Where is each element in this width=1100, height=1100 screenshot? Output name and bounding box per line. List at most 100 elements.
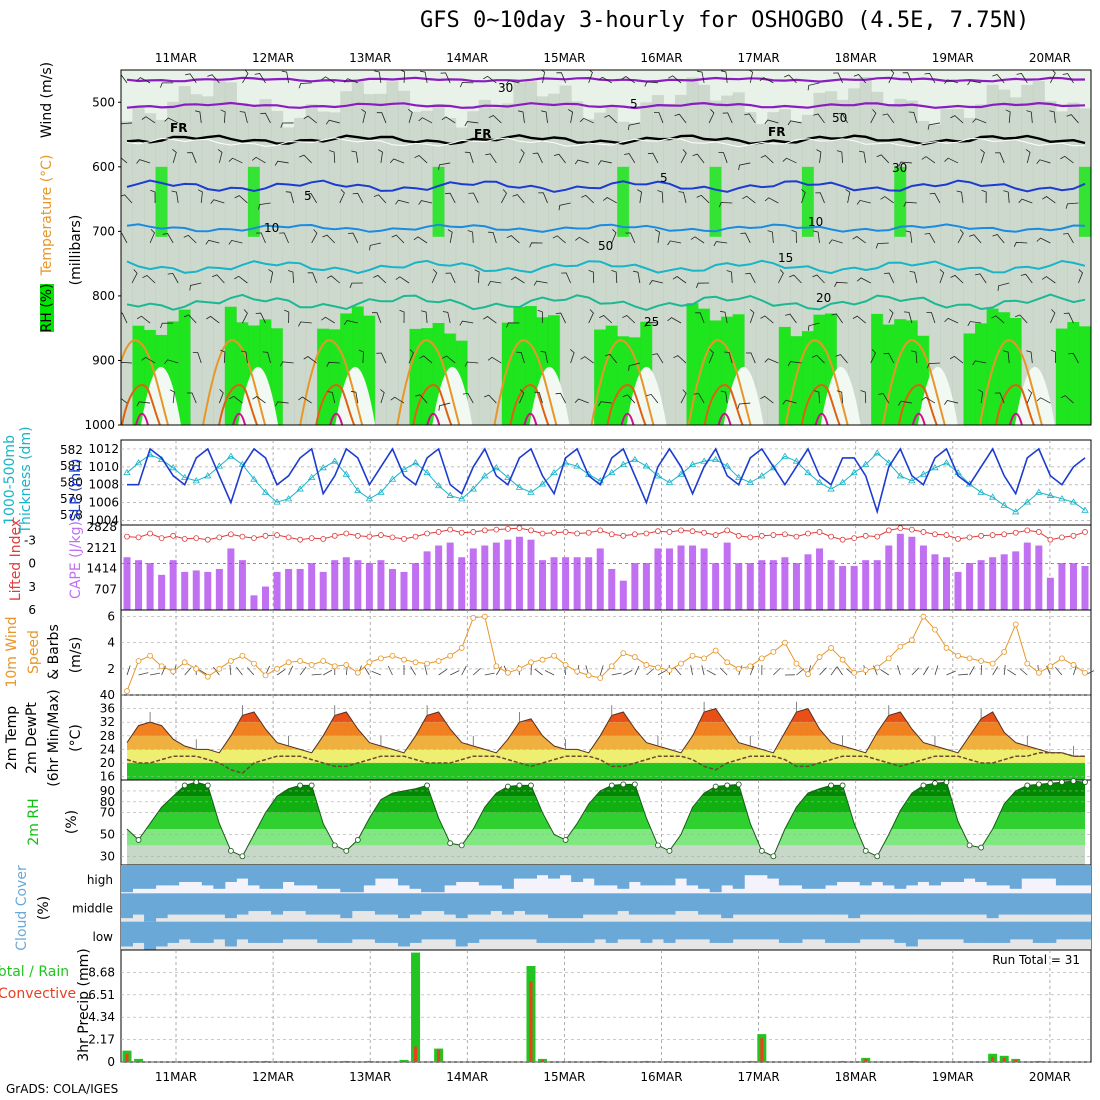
rh-moist-cell: [1067, 321, 1080, 425]
rh-point: [655, 842, 661, 849]
thickness-line-point: [688, 460, 697, 467]
cloud-cell: [467, 921, 480, 943]
wind-speed-line-point: [608, 663, 615, 670]
rh-point: [424, 782, 430, 789]
wind10-panel-frame: [120, 609, 1092, 696]
wind-barb: [242, 309, 248, 324]
cape-bar: [400, 571, 408, 610]
wind-barb: [380, 389, 385, 404]
wind-barb: [121, 312, 128, 324]
lifted-index-line-point: [389, 534, 396, 541]
cloud-cell: [409, 893, 422, 915]
wind-barb: [141, 356, 156, 364]
surface-wind-barb: [923, 666, 929, 676]
cloud-cell: [1079, 893, 1091, 915]
cloud-cell: [421, 865, 434, 893]
cloud-cell: [882, 921, 895, 940]
rh-point: [528, 782, 534, 789]
cloud-cell: [721, 893, 734, 919]
rh-moist-cell: [501, 322, 514, 425]
wind-barb: [745, 272, 756, 284]
lifted-index-line-point: [227, 531, 234, 538]
rh-moist-cell: [790, 336, 803, 425]
cloud-cell: [190, 921, 203, 943]
rh-point: [193, 779, 200, 786]
cape-bar: [723, 542, 731, 610]
rh-contour-label: 30: [498, 81, 513, 95]
cloud-cell: [790, 865, 803, 886]
wind-speed-line-point: [539, 656, 546, 663]
precip-convective-bar: [1014, 1059, 1018, 1062]
lifted-index-line-point: [274, 532, 280, 538]
temperature-contour-35: [911, 412, 926, 425]
lifted-index-line-point: [539, 530, 546, 537]
lifted-index-line-point: [320, 536, 327, 542]
surface-wind-barb: [438, 668, 448, 676]
cloud-cell: [1067, 893, 1080, 915]
thickness-line-point: [827, 485, 835, 492]
wind-barb: [994, 392, 1005, 404]
wind-barb: [621, 76, 636, 84]
thickness-line-point: [746, 478, 754, 485]
cloud-cell: [363, 865, 376, 886]
wind-barb: [718, 152, 728, 164]
cloud-cell: [1055, 893, 1068, 915]
rh-tick-label: 90: [100, 784, 115, 798]
wind-speed-line-point: [297, 658, 304, 664]
li-tick-label: 6: [28, 603, 36, 617]
temperature-contour-label: 10: [808, 215, 823, 229]
cape-bar: [123, 557, 131, 610]
thickness-tick-label: 581: [60, 459, 83, 473]
wind-barb: [950, 115, 964, 124]
surface-wind-barb: [611, 672, 622, 676]
cape-bar: [816, 548, 824, 610]
rh-point: [239, 853, 246, 860]
cloud-cell: [501, 921, 514, 940]
cloud-cell: [848, 893, 861, 919]
wind-speed-line-point: [1001, 648, 1008, 655]
wind-barb: [813, 113, 825, 124]
cloud-cell: [294, 865, 307, 886]
wind-speed-line-point: [678, 660, 684, 667]
lifted-index-line-point: [978, 532, 985, 539]
wind-barb: [420, 70, 428, 83]
cloud-cell: [617, 921, 630, 940]
lifted-index-line-point: [308, 535, 315, 542]
wind-barb: [807, 322, 820, 331]
temperature-contour-25: [978, 339, 1043, 425]
precip-total-bar: [699, 1060, 709, 1062]
wind-barb: [260, 112, 271, 124]
temp-tick-label: 28: [100, 729, 115, 743]
precip-convective-bar: [864, 1058, 868, 1062]
wind-barb: [696, 194, 710, 204]
lifted-index-line-point: [285, 534, 292, 541]
lifted-index-line-point: [574, 530, 581, 537]
cloud-cell: [121, 921, 133, 947]
thickness-line-point: [181, 473, 189, 480]
li-tick-label: 0: [28, 557, 36, 571]
rh-point: [1047, 780, 1054, 787]
wind-speed-line-point: [135, 658, 142, 664]
cape-bar: [642, 563, 650, 610]
wind-barb: [555, 312, 566, 324]
cloud-cell: [398, 921, 411, 947]
wind-barb: [442, 355, 456, 364]
cape-bar: [989, 557, 997, 610]
lifted-index-line-point: [458, 529, 465, 536]
rh-field-cell: [755, 124, 768, 425]
wind-speed-line-point: [1035, 669, 1042, 676]
rh-field-cell: [859, 76, 872, 425]
cape-bar: [977, 560, 985, 610]
cloud-cell: [1067, 921, 1080, 940]
wind-barb: [1050, 309, 1056, 324]
date-label-top: 20MAR: [1029, 51, 1071, 65]
wind-speed-line-point: [770, 648, 777, 655]
cape-bar: [839, 566, 847, 610]
temperature-contour-30: [800, 384, 841, 425]
rh-point: [920, 782, 927, 789]
wind-barb: [888, 70, 895, 84]
lifted-index-line-point: [193, 535, 200, 542]
wind-barb: [624, 153, 636, 164]
cloud-cell: [721, 865, 734, 886]
cloud-cell: [374, 893, 387, 915]
